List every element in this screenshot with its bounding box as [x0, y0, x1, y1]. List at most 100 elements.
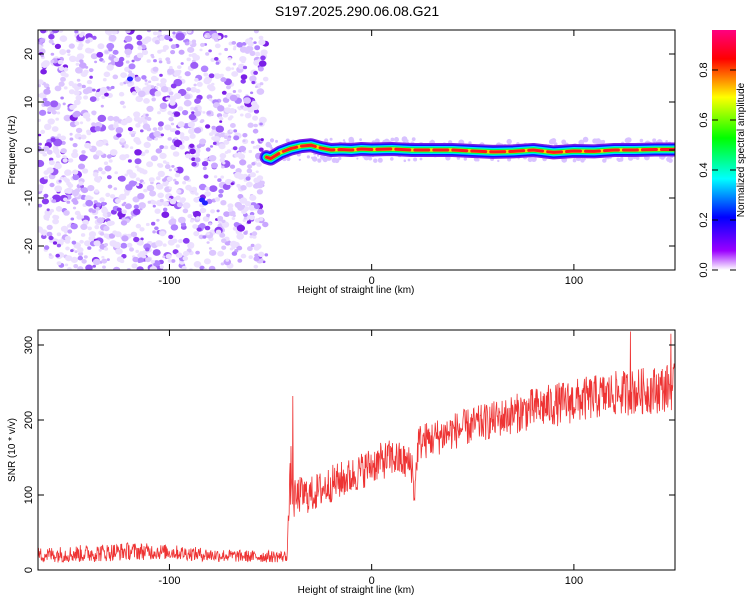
noise-speck [217, 250, 225, 257]
noise-speck [62, 102, 66, 106]
noise-speck [96, 217, 105, 224]
track-halo-speck [316, 154, 320, 157]
noise-speck [68, 43, 75, 49]
noise-speck [99, 232, 105, 236]
noise-speck [236, 42, 243, 48]
noise-speck [40, 68, 47, 75]
noise-speck [119, 154, 127, 161]
noise-speck [107, 184, 113, 189]
noise-speck [243, 231, 248, 235]
noise-speck [118, 193, 127, 201]
noise-speck [165, 97, 170, 101]
noise-speck [152, 204, 156, 208]
noise-speck [219, 73, 224, 78]
spectrogram-x-ticks: -100 0 100 [158, 30, 583, 287]
noise-speck [188, 113, 197, 121]
noise-speck [179, 135, 186, 140]
noise-speck [254, 253, 259, 258]
y-tick-label: -10 [23, 190, 35, 206]
noise-speck [131, 91, 137, 96]
noise-speck [184, 71, 191, 77]
noise-speck [231, 217, 236, 220]
noise-speck [73, 90, 80, 96]
noise-speck [77, 83, 82, 87]
noise-speck [60, 71, 67, 77]
snr-y-ticks: 0 100 200 300 [23, 336, 675, 573]
track-halo-speck [551, 138, 557, 144]
noise-speck [74, 30, 79, 34]
noise-speck [74, 121, 80, 126]
track-halo-speck [411, 137, 416, 142]
track-halo-speck [285, 138, 290, 143]
noise-speck [183, 39, 187, 43]
noise-speck [193, 261, 202, 268]
noise-speck [69, 132, 73, 136]
noise-speck [251, 80, 256, 85]
noise-speck [94, 216, 98, 219]
noise-speck [229, 240, 238, 248]
noise-speck [209, 145, 214, 148]
noise-speck [104, 50, 109, 54]
noise-speck [177, 65, 182, 69]
noise-speck [77, 266, 84, 270]
noise-speck [92, 258, 101, 266]
noise-speck [160, 78, 167, 84]
noise-speck [70, 256, 78, 263]
noise-speck [205, 124, 211, 129]
noise-speck [255, 170, 259, 174]
track-halo-speck [287, 157, 290, 160]
noise-speck [178, 49, 185, 55]
noise-speck [55, 253, 60, 258]
noise-speck [199, 120, 204, 124]
noise-speck [246, 181, 253, 188]
noise-speck [68, 158, 74, 163]
noise-speck [215, 61, 220, 65]
noise-speck [72, 143, 78, 148]
noise-speck [146, 30, 152, 33]
noise-speck [192, 224, 199, 229]
noise-speck [218, 116, 222, 120]
noise-speck [58, 179, 62, 183]
noise-speck [250, 100, 258, 107]
noise-speck [253, 109, 260, 114]
noise-speck [72, 174, 80, 181]
noise-speck [252, 115, 259, 121]
noise-speck [154, 90, 162, 97]
noise-speck [211, 125, 216, 130]
noise-speck [119, 100, 125, 105]
track-halo-speck [403, 159, 407, 163]
noise-speck [95, 150, 103, 156]
track-halo-speck [394, 137, 399, 142]
track-halo-speck [275, 139, 278, 143]
noise-speck [174, 130, 181, 135]
noise-speck [241, 209, 247, 215]
noise-speck [157, 121, 164, 127]
noise-speck [134, 158, 142, 165]
noise-speck [137, 45, 143, 51]
noise-speck [101, 255, 105, 259]
noise-speck [174, 172, 181, 178]
noise-speck [192, 54, 200, 61]
noise-speck [60, 135, 66, 141]
noise-speck [68, 89, 75, 95]
noise-speck [95, 140, 104, 147]
noise-speck [56, 111, 61, 115]
noise-speck [146, 59, 151, 63]
noise-speck [153, 130, 161, 138]
noise-speck [141, 49, 149, 56]
noise-speck [146, 105, 154, 112]
noise-speck [159, 35, 165, 41]
noise-speck [137, 90, 146, 98]
noise-speck [237, 151, 242, 156]
noise-speck [63, 210, 70, 216]
colorbar-tick-label: 0.4 [698, 162, 710, 177]
noise-speck [253, 30, 259, 34]
noise-speck [51, 110, 57, 115]
colorbar: 0.0 0.2 0.4 0.6 0.8 Normalized spectral ampl… [698, 30, 747, 278]
noise-speck [74, 250, 78, 254]
noise-speck [78, 43, 84, 48]
noise-speck [41, 198, 50, 205]
noise-speck [52, 241, 58, 245]
noise-speck [254, 243, 262, 250]
noise-speck [104, 243, 108, 247]
